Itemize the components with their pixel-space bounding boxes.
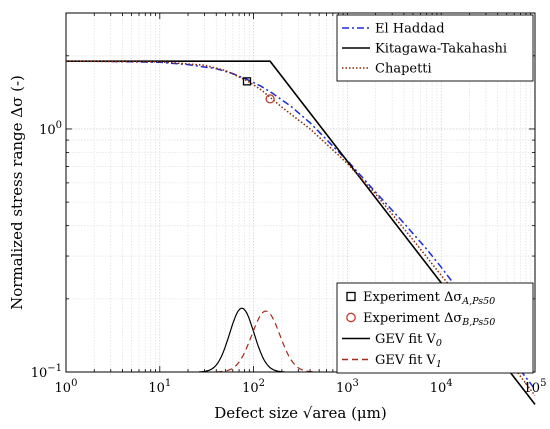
legend-bottom-label: Experiment ΔσA,Ps50 bbox=[363, 290, 495, 307]
x-tick-label-exp: 5 bbox=[540, 378, 546, 389]
y-tick-label: 10−1 bbox=[31, 363, 62, 381]
x-tick-label: 101 bbox=[148, 378, 171, 396]
gev-fit-v1 bbox=[216, 310, 316, 373]
x-tick-label: 105 bbox=[524, 378, 547, 396]
x-tick-label-exp: 2 bbox=[259, 378, 265, 389]
y-tick-label: 100 bbox=[39, 120, 62, 138]
legend-top-label: Chapetti bbox=[375, 62, 432, 77]
legend-top: El Haddad Kitagawa-Takahashi Chapetti bbox=[336, 14, 534, 82]
markers bbox=[242, 77, 275, 104]
legend-bottom-label-main: Experiment Δσ bbox=[363, 290, 462, 305]
legend-bottom-label-sub: B,Ps50 bbox=[461, 317, 495, 328]
experiment-b-marker bbox=[265, 94, 275, 104]
y-tick-label-base: 10 bbox=[31, 366, 48, 381]
legend-bottom-circle-marker bbox=[346, 312, 356, 323]
legend-bottom-label-main: GEV fit V bbox=[375, 332, 436, 347]
gev-fit-v0 bbox=[199, 307, 285, 373]
x-tick-label: 100 bbox=[55, 378, 78, 396]
x-tick-label-base: 10 bbox=[524, 381, 541, 396]
legend-top-label-main: Chapetti bbox=[375, 62, 432, 77]
experiment-a-marker bbox=[242, 77, 252, 86]
legend-bottom-box bbox=[336, 282, 534, 374]
legend-bottom-square-marker bbox=[346, 291, 356, 302]
y-tick-label-base: 10 bbox=[39, 123, 56, 138]
x-tick-label-base: 10 bbox=[336, 381, 353, 396]
legend-bottom-label: Experiment ΔσB,Ps50 bbox=[363, 311, 495, 328]
y-tick-label-exp: 0 bbox=[56, 120, 62, 131]
legend-top-label-main: El Haddad bbox=[375, 22, 445, 37]
legend-bottom-label-sub: 1 bbox=[436, 359, 442, 370]
x-tick-label: 102 bbox=[242, 378, 265, 396]
x-tick-label-base: 10 bbox=[148, 381, 165, 396]
x-tick-label-base: 10 bbox=[242, 381, 259, 396]
legend-bottom-label: GEV fit V0 bbox=[375, 332, 442, 349]
legend-bottom-label-main: Experiment Δσ bbox=[363, 311, 462, 326]
legend-bottom-label-sub: 0 bbox=[436, 338, 442, 349]
legend-bottom-label-main: GEV fit V bbox=[375, 353, 436, 368]
x-tick-label: 103 bbox=[336, 378, 359, 396]
y-axis-label: Normalized stress range Δσ (-) bbox=[8, 75, 26, 310]
x-tick-label-exp: 0 bbox=[71, 378, 77, 389]
y-tick-label-exp: −1 bbox=[47, 363, 62, 374]
x-tick-label-exp: 4 bbox=[446, 378, 452, 389]
legend-top-label: Kitagawa-Takahashi bbox=[375, 42, 507, 57]
x-tick-label-base: 10 bbox=[55, 381, 72, 396]
x-tick-label-base: 10 bbox=[430, 381, 447, 396]
x-tick-label-exp: 3 bbox=[352, 378, 358, 389]
plot-frame bbox=[65, 12, 536, 373]
x-tick-label: 104 bbox=[430, 378, 453, 396]
x-axis-label: Defect size √area (μm) bbox=[214, 404, 387, 422]
legend-bottom-label: GEV fit V1 bbox=[375, 353, 442, 370]
legend-top-label-main: Kitagawa-Takahashi bbox=[375, 42, 507, 57]
x-tick-label-exp: 1 bbox=[165, 378, 171, 389]
legend-bottom-label-sub: A,Ps50 bbox=[461, 296, 495, 307]
legend-top-label: El Haddad bbox=[375, 22, 445, 37]
